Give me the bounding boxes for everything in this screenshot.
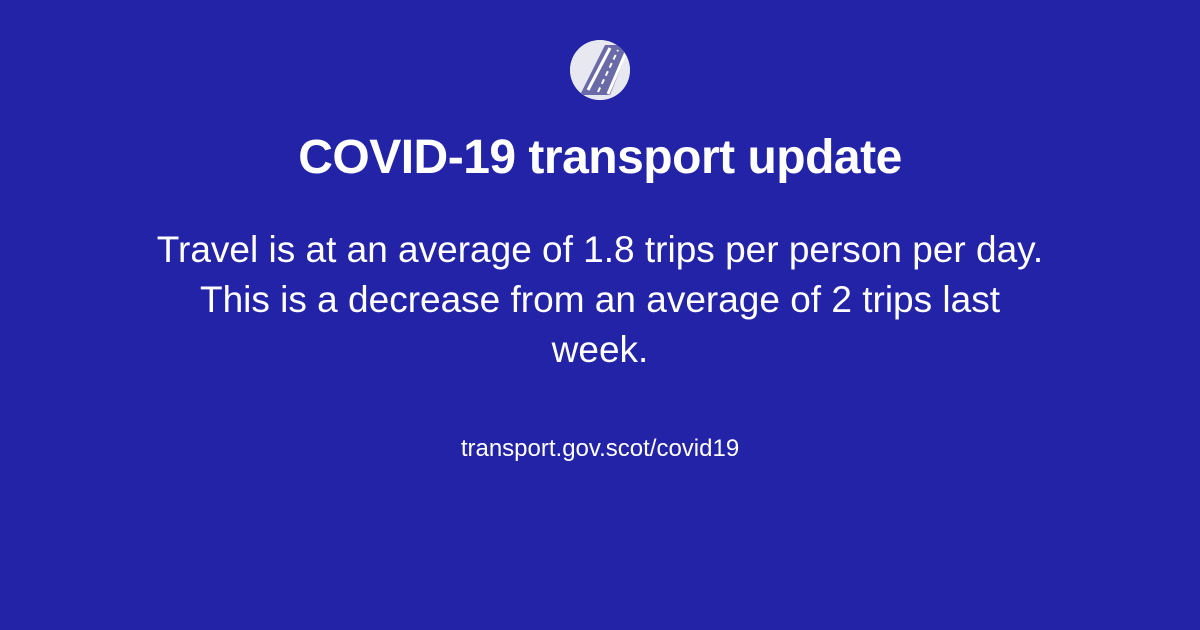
road-icon xyxy=(570,40,630,100)
page-title: COVID-19 transport update xyxy=(298,130,902,185)
body-text: Travel is at an average of 1.8 trips per… xyxy=(150,225,1050,375)
url-text: transport.gov.scot/covid19 xyxy=(461,435,739,463)
